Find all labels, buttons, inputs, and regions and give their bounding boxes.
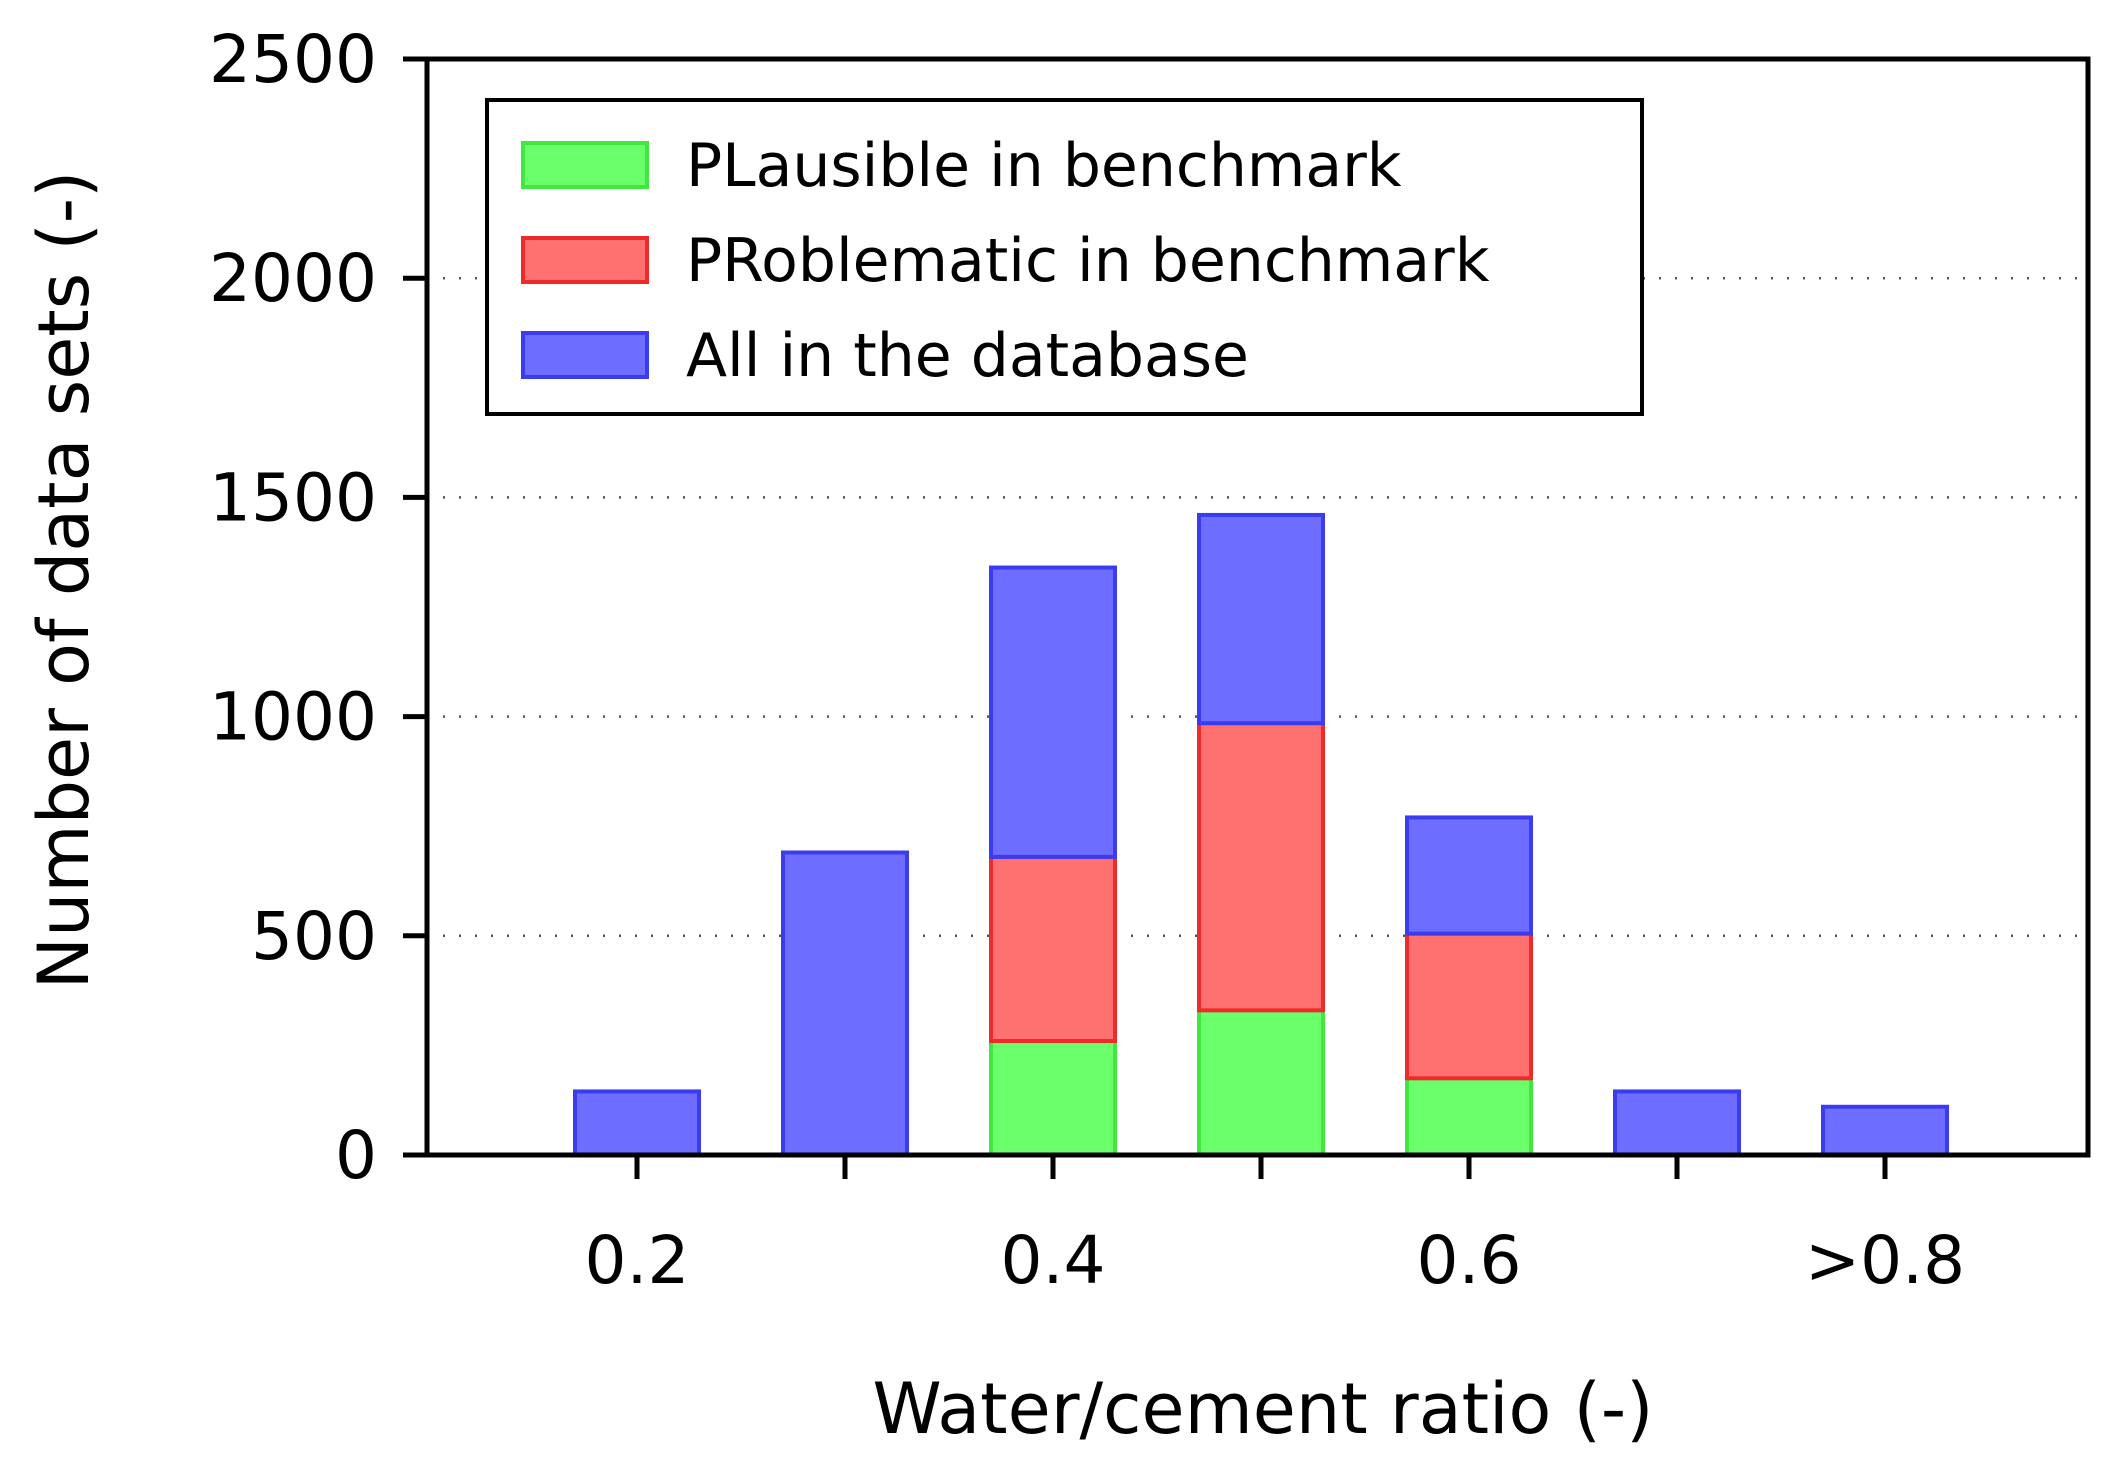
x-tick-label-_0_8: >0.8 [1805, 1222, 1965, 1299]
legend-label-all: All in the database [686, 321, 1249, 391]
plot-area-frame [424, 56, 2091, 1158]
legend-swatch-problematic [521, 236, 649, 284]
bar-problematic-0_5 [1197, 721, 1325, 1013]
bar-plausible-0_5 [1197, 1008, 1325, 1157]
y-axis: 0 500 1000 1500 2000 2500 [209, 21, 427, 1194]
legend-label-plausible: PLausible in benchmark [686, 131, 1402, 201]
bar-problematic-0_6 [1405, 931, 1533, 1081]
y-tick-label-1000: 1000 [209, 679, 377, 756]
x-axis: 0.2 0.4 0.6 >0.8 [585, 1155, 1965, 1299]
bar-all-0_3 [781, 850, 909, 1158]
bar-all-0_5 [1197, 512, 1325, 726]
legend-box [485, 98, 1644, 416]
bar-all-0_7 [1613, 1089, 1741, 1158]
y-tick-label-0: 0 [335, 1117, 377, 1194]
x-tick-label-0_6: 0.6 [1417, 1222, 1522, 1299]
bar-all-0_6 [1405, 815, 1533, 936]
bar-plausible-0_4 [989, 1039, 1117, 1157]
x-tick-label-0_2: 0.2 [585, 1222, 690, 1299]
y-tick-label-2000: 2000 [209, 240, 377, 317]
bars [573, 512, 1949, 1158]
y-axis-title: Number of data sets (-) [23, 171, 105, 990]
x-tick-label-0_4: 0.4 [1001, 1222, 1106, 1299]
y-tick-label-500: 500 [251, 898, 377, 975]
bar-all-_0_8 [1821, 1104, 1949, 1157]
legend-swatch-plausible [521, 141, 649, 189]
bar-all-0_4 [989, 565, 1117, 859]
y-tick-label-2500: 2500 [209, 21, 377, 98]
x-axis-title: Water/cement ratio (-) [873, 1368, 1654, 1450]
bar-plausible-0_6 [1405, 1076, 1533, 1158]
bar-problematic-0_4 [989, 854, 1117, 1044]
legend-swatch-all [521, 331, 649, 379]
legend-label-problematic: PRoblematic in benchmark [686, 226, 1490, 296]
bar-all-0_2 [573, 1089, 701, 1158]
legend: PLausible in benchmark PRoblematic in ben… [485, 98, 1644, 416]
y-tick-label-1500: 1500 [209, 459, 377, 536]
